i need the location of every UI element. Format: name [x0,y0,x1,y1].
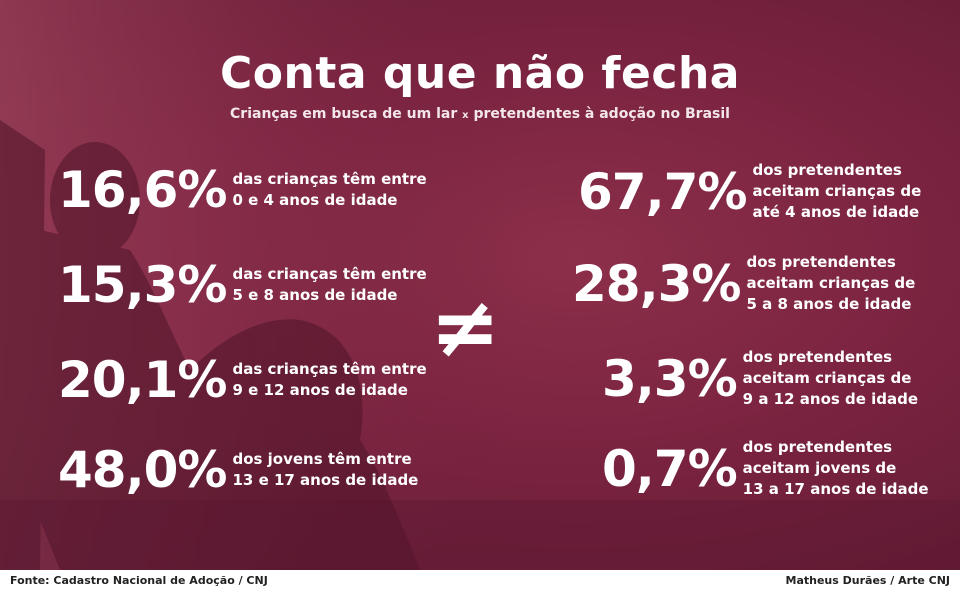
infographic: Conta que não fecha Crianças em busca de… [0,0,960,570]
page-subtitle: Crianças em busca de um lar x pretendent… [0,106,960,122]
stat-percentage: 48,0% [58,441,227,499]
stat-description: dos jovens têm entre 13 e 17 anos de ida… [232,450,419,489]
girl-silhouette-image [0,0,960,570]
stat-right-0-4: 67,7% dos pretendentes aceitam crianças … [578,160,921,223]
stat-percentage: 0,7% [602,439,738,498]
subtitle-part-2: pretendentes à adoção no Brasil [473,106,730,122]
stat-percentage: 20,1% [58,351,227,409]
stat-description: das crianças têm entre 0 e 4 anos de ida… [232,170,427,209]
stat-description: das crianças têm entre 5 e 8 anos de ida… [232,265,427,304]
source-credit: Fonte: Cadastro Nacional de Adoção / CNJ [10,574,268,587]
stat-percentage: 3,3% [602,349,738,408]
stat-percentage: 16,6% [58,161,227,219]
stat-left-0-4: 16,6% das crianças têm entre 0 e 4 anos … [58,165,427,215]
stat-left-9-12: 20,1% das crianças têm entre 9 e 12 anos… [58,355,427,405]
subtitle-part-1: Crianças em busca de um lar [230,106,458,122]
stat-left-5-8: 15,3% das crianças têm entre 5 e 8 anos … [58,260,427,310]
stat-description: dos pretendentes aceitam crianças de 9 a… [742,348,919,408]
stat-right-9-12: 3,3% dos pretendentes aceitam crianças d… [602,347,918,410]
not-equal-icon: ≠ [430,278,501,376]
stat-right-13-17: 0,7% dos pretendentes aceitam jovens de … [602,437,929,500]
stat-percentage: 15,3% [58,256,227,314]
subtitle-separator: x [462,110,469,121]
stat-left-13-17: 48,0% dos jovens têm entre 13 e 17 anos … [58,445,418,495]
stat-percentage: 67,7% [578,162,747,221]
stat-description: dos pretendentes aceitam crianças de até… [752,161,922,221]
stat-right-5-8: 28,3% dos pretendentes aceitam crianças … [572,252,915,315]
stat-description: das crianças têm entre 9 e 12 anos de id… [232,360,427,399]
page-title: Conta que não fecha [219,48,740,99]
footer-bar: Fonte: Cadastro Nacional de Adoção / CNJ… [0,570,960,591]
stat-percentage: 28,3% [572,254,741,313]
stat-description: dos pretendentes aceitam crianças de 5 a… [746,253,916,313]
stat-description: dos pretendentes aceitam jovens de 13 a … [742,438,929,498]
author-credit: Matheus Durães / Arte CNJ [785,574,950,587]
